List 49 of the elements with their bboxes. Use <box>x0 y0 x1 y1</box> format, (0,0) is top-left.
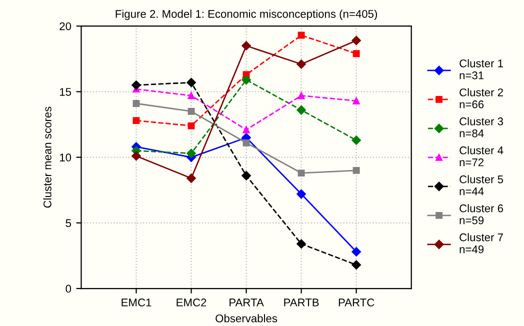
point <box>242 75 251 84</box>
point <box>296 189 306 199</box>
legend-label: Cluster 6 n=59 <box>460 204 504 224</box>
y-tick-label: 20 <box>60 22 72 30</box>
point <box>132 151 141 161</box>
point <box>352 50 360 58</box>
point <box>242 41 251 50</box>
legend-label: Cluster 7 n=49 <box>460 233 503 254</box>
point <box>186 78 196 88</box>
point <box>352 166 360 174</box>
point <box>352 260 361 270</box>
point <box>242 171 251 180</box>
point <box>352 136 361 145</box>
point <box>188 108 195 115</box>
legend-label: Cluster 1 n=31 <box>460 59 503 80</box>
y-tick-label: 10 <box>60 154 72 162</box>
point <box>188 122 195 130</box>
point <box>242 139 250 146</box>
legend-label: Cluster 4 n=72 <box>460 146 504 166</box>
y-axis-title: Cluster mean scores <box>43 106 52 208</box>
y-tick-label: 15 <box>60 88 72 96</box>
point <box>298 92 305 100</box>
point <box>132 80 141 90</box>
point <box>242 126 250 134</box>
y-tick-label: 0 <box>66 284 72 293</box>
chart-title: Figure 2. Model 1: Economic misconceptions (n=405) <box>116 10 377 20</box>
point <box>296 105 306 115</box>
point <box>298 170 305 177</box>
legend-label: Cluster 2 n=66 <box>460 88 503 108</box>
point <box>296 60 306 69</box>
point <box>186 174 196 183</box>
x-tick-label: EMC2 <box>176 298 206 306</box>
point <box>352 97 360 104</box>
point <box>352 36 361 46</box>
point <box>132 100 140 107</box>
point <box>186 148 196 158</box>
x-tick-label: PARTC <box>338 298 374 306</box>
x-tick-label: PARTA <box>230 298 264 306</box>
y-tick-label: 5 <box>66 219 72 228</box>
point <box>298 32 305 39</box>
point <box>352 247 361 256</box>
x-tick-label: PARTB <box>284 298 319 306</box>
point <box>296 239 306 249</box>
legend-label: Cluster 5 n=44 <box>460 175 504 196</box>
x-tick-label: EMC1 <box>122 298 152 306</box>
legend-label: Cluster 3 n=84 <box>460 117 504 138</box>
x-axis-title: Observables <box>216 314 278 322</box>
point <box>132 117 140 124</box>
point <box>188 92 195 100</box>
